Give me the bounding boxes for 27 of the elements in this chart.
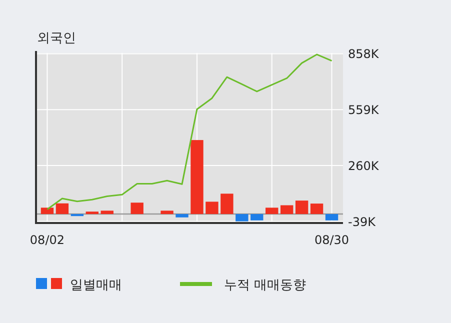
y-tick-label: 858K xyxy=(348,47,380,62)
bar xyxy=(250,214,264,220)
chart-title: 외국인 xyxy=(37,31,76,46)
bar xyxy=(190,140,204,214)
bar xyxy=(56,203,69,214)
bar xyxy=(130,202,144,214)
bar xyxy=(266,208,278,214)
bar xyxy=(236,214,248,222)
line-series xyxy=(46,54,333,210)
bar xyxy=(206,202,218,214)
x-tick-label: 08/02 xyxy=(30,233,65,247)
y-tick-label: 260K xyxy=(348,158,380,173)
bar xyxy=(295,200,308,214)
bar xyxy=(40,208,54,214)
bar xyxy=(280,205,294,214)
bar xyxy=(86,212,99,214)
y-tick-label: -39K xyxy=(348,214,377,229)
bar xyxy=(220,194,234,214)
x-tick-label: 08/30 xyxy=(314,233,350,247)
bar xyxy=(160,210,174,214)
legend-label: 누적 매매동향 xyxy=(224,278,306,293)
bar xyxy=(100,210,114,214)
bar xyxy=(310,204,324,214)
bar xyxy=(325,214,338,220)
legend-label: 일별매매 xyxy=(70,278,122,293)
bar xyxy=(176,214,188,218)
y-tick-label: 559K xyxy=(348,103,380,118)
